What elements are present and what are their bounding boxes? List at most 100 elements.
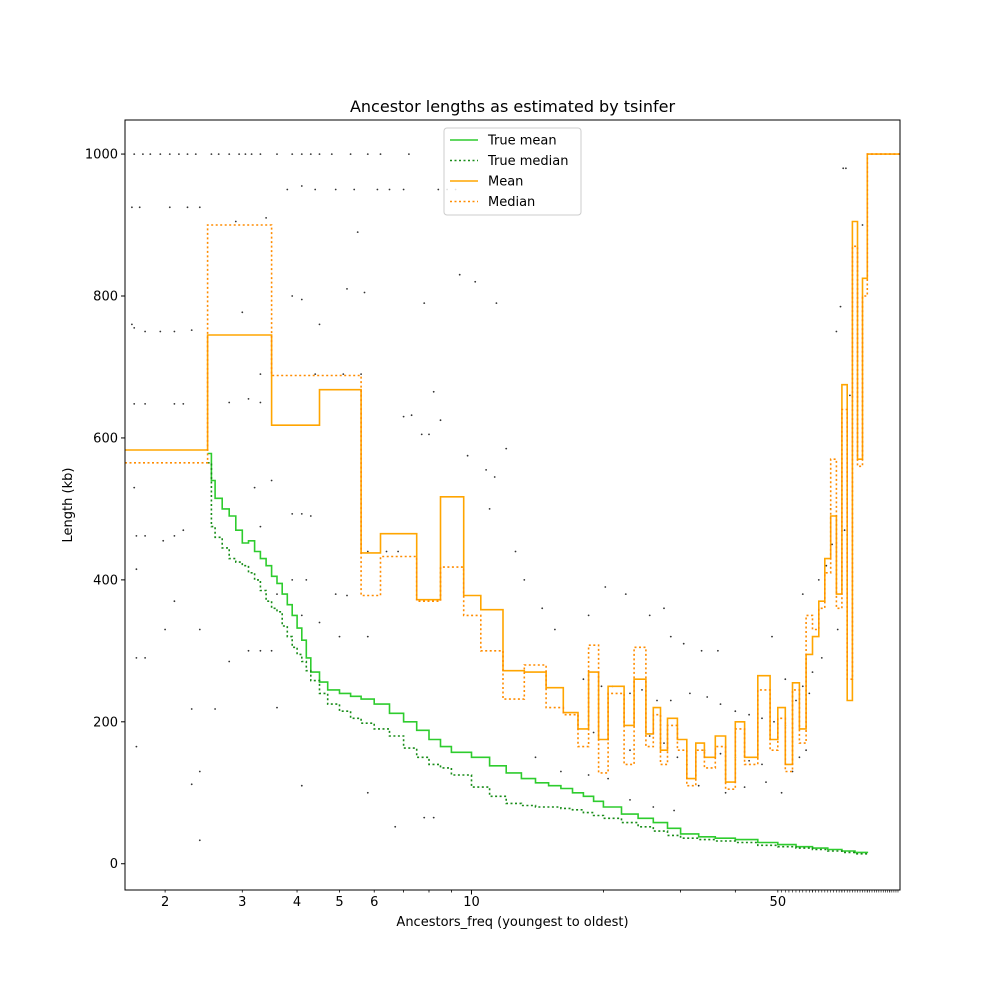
y-tick-label: 1000 bbox=[85, 148, 118, 163]
y-axis: 0 200 400 600 800 1000 bbox=[85, 148, 125, 872]
scatter-point bbox=[342, 373, 345, 375]
scatter-point bbox=[253, 486, 256, 489]
scatter-point bbox=[135, 568, 138, 571]
scatter-point bbox=[408, 153, 410, 156]
scatter-point bbox=[190, 783, 193, 786]
scatter-point bbox=[428, 433, 430, 436]
scatter-point bbox=[270, 649, 273, 652]
scatter-point bbox=[210, 153, 213, 156]
x-tick-label: 10 bbox=[463, 895, 480, 910]
scatter-point bbox=[780, 791, 783, 794]
x-tick-label: 6 bbox=[370, 895, 378, 910]
scatter-point bbox=[173, 600, 176, 603]
scatter-point bbox=[761, 763, 763, 766]
scatter-point bbox=[276, 706, 278, 709]
scatter-point bbox=[843, 529, 846, 532]
scatter-point bbox=[676, 756, 679, 759]
scatter-point bbox=[743, 786, 746, 788]
scatter-point bbox=[330, 153, 333, 156]
scatter-point bbox=[648, 614, 651, 617]
scatter-point bbox=[845, 167, 847, 170]
scatter-point bbox=[286, 188, 289, 191]
scatter-point bbox=[135, 657, 138, 659]
scatter-point bbox=[474, 280, 477, 283]
scatter-point bbox=[831, 543, 833, 546]
scatter-point bbox=[835, 330, 838, 333]
scatter-point bbox=[410, 414, 413, 417]
legend-label-median: Median bbox=[488, 195, 535, 210]
scatter-point bbox=[748, 713, 750, 716]
scatter-point bbox=[300, 614, 303, 617]
scatter-point bbox=[318, 153, 321, 156]
scatter-point bbox=[360, 373, 362, 375]
scatter-point bbox=[629, 749, 631, 752]
scatter-point bbox=[133, 403, 136, 405]
scatter-point bbox=[133, 153, 136, 156]
plot-area bbox=[124, 119, 901, 891]
scatter-point bbox=[784, 678, 787, 681]
legend-items: True mean True median Mean Median bbox=[450, 134, 568, 210]
axes-frame bbox=[124, 119, 901, 891]
scatter-point bbox=[270, 479, 273, 482]
scatter-point bbox=[291, 579, 294, 581]
scatter-point bbox=[402, 415, 405, 418]
x-axis: 2 3 4 5 6 50 10 bbox=[161, 890, 899, 910]
scatter-point bbox=[190, 329, 193, 331]
scatter-point bbox=[144, 657, 147, 659]
scatter-point bbox=[198, 206, 201, 209]
scatter-point bbox=[349, 153, 352, 156]
scatter-point bbox=[505, 447, 508, 450]
scatter-point bbox=[765, 781, 767, 783]
y-tick-label: 400 bbox=[93, 573, 118, 588]
scatter-point bbox=[178, 153, 180, 156]
scatter-point bbox=[761, 717, 763, 720]
scatter-point bbox=[773, 720, 775, 723]
scatter-point bbox=[656, 699, 658, 702]
scatter-point bbox=[334, 188, 337, 191]
scatter-point bbox=[318, 621, 321, 624]
scatter-point bbox=[423, 302, 426, 304]
legend-label-mean: Mean bbox=[488, 175, 523, 190]
scatter-point bbox=[673, 809, 675, 812]
scatter-point bbox=[669, 635, 672, 638]
scatter-point bbox=[839, 305, 842, 308]
scatter-point bbox=[385, 550, 388, 553]
x-tick-label: 50 bbox=[770, 895, 787, 910]
scatter-point bbox=[259, 153, 262, 156]
x-tick-label: 5 bbox=[335, 895, 343, 910]
scatter-point bbox=[641, 689, 643, 691]
scatter-point bbox=[795, 699, 797, 702]
scatter-point bbox=[168, 206, 171, 209]
scatter-point bbox=[159, 330, 162, 333]
scatter-point bbox=[300, 784, 303, 787]
scatter-point bbox=[648, 735, 651, 737]
scatter-point bbox=[309, 515, 312, 517]
scatter-point bbox=[250, 153, 253, 156]
scatter-point bbox=[276, 593, 278, 595]
scatter-point bbox=[135, 745, 138, 748]
scatter-point bbox=[259, 401, 262, 404]
scatter-point bbox=[318, 323, 321, 326]
scatter-point bbox=[182, 403, 185, 405]
scatter-point bbox=[234, 220, 237, 223]
scatter-point bbox=[791, 770, 794, 773]
scatter-point bbox=[198, 770, 201, 773]
scatter-point bbox=[836, 628, 839, 631]
scatter-point bbox=[133, 486, 136, 489]
series-lines bbox=[125, 153, 900, 856]
series-line-mean bbox=[125, 153, 900, 783]
scatter-point bbox=[439, 419, 442, 422]
scatter-point bbox=[259, 525, 262, 528]
scatter-point bbox=[265, 217, 267, 219]
scatter-point bbox=[366, 153, 369, 156]
scatter-point bbox=[214, 708, 217, 710]
scatter-point bbox=[173, 403, 176, 405]
scatter-point bbox=[485, 469, 487, 471]
scatter-point bbox=[700, 649, 703, 652]
scatter-point bbox=[663, 607, 665, 610]
scatter-point bbox=[495, 302, 498, 304]
scatter-point bbox=[182, 529, 185, 532]
scatter-point bbox=[168, 153, 171, 156]
scatter-point bbox=[138, 206, 141, 209]
